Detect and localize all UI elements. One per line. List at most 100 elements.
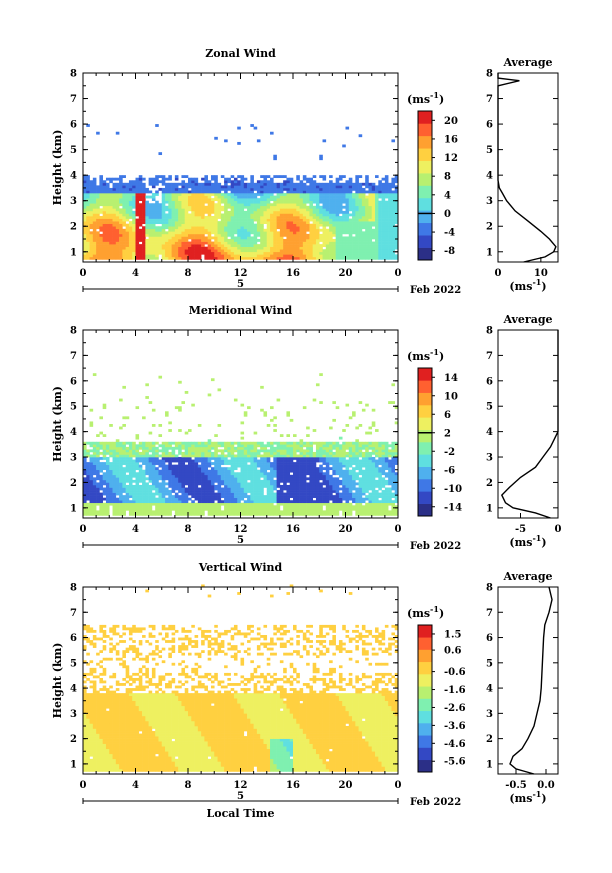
- heatmap-cell: [296, 462, 300, 465]
- heatmap-cell: [322, 236, 327, 240]
- heatmap-cell: [142, 484, 146, 488]
- heatmap-cell: [338, 177, 343, 181]
- heatmap-cell: [96, 244, 100, 247]
- heatmap-cell: [345, 182, 350, 186]
- heatmap-cell: [89, 441, 94, 445]
- heatmap-cell: [391, 254, 396, 258]
- heatmap-cell: [158, 469, 163, 473]
- heatmap-cell: [256, 474, 261, 478]
- heatmap-cell: [299, 228, 304, 232]
- heatmap-cell: [325, 208, 330, 212]
- heatmap-cell: [142, 239, 146, 242]
- heatmap-cell: [181, 487, 186, 491]
- heatmap-cell: [253, 198, 258, 202]
- heatmap-cell: [102, 249, 107, 253]
- heatmap-cell: [394, 246, 399, 250]
- heatmap-cell: [188, 185, 192, 189]
- heatmap-cell: [207, 393, 212, 397]
- heatmap-cell: [204, 180, 208, 184]
- heatmap-cell: [378, 249, 382, 253]
- heatmap-cell: [204, 185, 208, 189]
- heatmap-cell: [181, 193, 186, 196]
- heatmap-cell: [115, 208, 120, 212]
- heatmap-cell: [227, 474, 231, 478]
- heatmap-cell: [263, 459, 268, 463]
- heatmap-cell: [270, 182, 274, 186]
- heatmap-cell: [309, 241, 313, 245]
- heatmap-cell: [263, 510, 268, 514]
- heatmap-cell: [361, 205, 366, 209]
- heatmap-cell: [181, 401, 186, 404]
- heatmap-cell: [102, 216, 107, 219]
- heatmap-cell: [115, 233, 120, 237]
- heatmap-cell: [309, 226, 313, 230]
- heatmap-cell: [361, 251, 366, 255]
- heatmap-cell: [358, 249, 363, 253]
- heatmap-cell: [378, 223, 382, 227]
- heatmap-cell: [384, 236, 389, 240]
- heatmap-cell: [188, 190, 192, 194]
- heatmap-cell: [286, 507, 291, 511]
- heatmap-cell: [165, 444, 169, 448]
- heatmap-cell: [378, 187, 382, 191]
- heatmap-cell: [188, 490, 192, 493]
- heatmap-cell: [358, 134, 363, 138]
- heatmap-cell: [352, 187, 356, 191]
- heatmap-cell: [319, 244, 323, 247]
- heatmap-cell: [210, 241, 215, 245]
- heatmap-cell: [132, 474, 136, 478]
- heatmap-cell: [168, 467, 172, 471]
- heatmap-cell: [329, 256, 333, 260]
- heatmap-cell: [105, 193, 110, 196]
- heatmap-cell: [309, 208, 313, 212]
- heatmap-cell: [83, 246, 87, 250]
- heatmap-cell: [142, 487, 146, 491]
- heatmap-cell: [207, 500, 212, 504]
- heatmap-cell: [194, 177, 199, 181]
- heatmap-cell: [138, 256, 143, 260]
- heatmap-cell: [388, 218, 392, 222]
- heatmap-cell: [165, 221, 169, 224]
- heatmap-cell: [345, 198, 350, 202]
- heatmap-cell: [253, 195, 258, 199]
- heatmap-cell: [197, 492, 202, 496]
- heatmap-cell: [355, 198, 359, 202]
- heatmap-cell: [99, 507, 103, 511]
- heatmap-cell: [368, 200, 373, 204]
- heatmap-cell: [181, 512, 186, 516]
- heatmap-cell: [191, 441, 195, 445]
- heatmap-cell: [283, 210, 287, 214]
- heatmap-cell: [227, 451, 231, 455]
- heatmap-cell: [381, 233, 386, 237]
- heatmap-cell: [210, 208, 215, 212]
- heatmap-cell: [178, 484, 182, 488]
- heatmap-cell: [342, 241, 346, 245]
- heatmap-cell: [204, 492, 208, 496]
- heatmap-cell: [165, 236, 169, 240]
- heatmap-cell: [283, 441, 287, 445]
- heatmap-cell: [270, 226, 274, 230]
- heatmap-cell: [227, 467, 231, 471]
- heatmap-cell: [201, 241, 205, 245]
- heatmap-cell: [191, 249, 195, 253]
- heatmap-cell: [115, 502, 120, 506]
- heatmap-cell: [135, 233, 140, 237]
- heatmap-cell: [273, 246, 277, 250]
- heatmap-cell: [361, 216, 366, 219]
- heatmap-cell: [191, 177, 195, 181]
- heatmap-cell: [276, 241, 281, 245]
- heatmap-cell: [345, 239, 350, 242]
- heatmap-cell: [256, 239, 261, 242]
- heatmap-cell: [286, 457, 291, 460]
- heatmap-cell: [273, 195, 277, 199]
- heatmap-cell: [306, 205, 310, 209]
- heatmap-cell: [181, 228, 186, 232]
- heatmap-cell: [112, 490, 117, 493]
- heatmap-cell: [299, 185, 304, 189]
- heatmap-cell: [381, 205, 386, 209]
- heatmap-cell: [105, 464, 110, 468]
- heatmap-cell: [247, 254, 251, 258]
- heatmap-cell: [86, 510, 90, 514]
- heatmap-cell: [122, 233, 126, 237]
- heatmap-cell: [296, 490, 300, 493]
